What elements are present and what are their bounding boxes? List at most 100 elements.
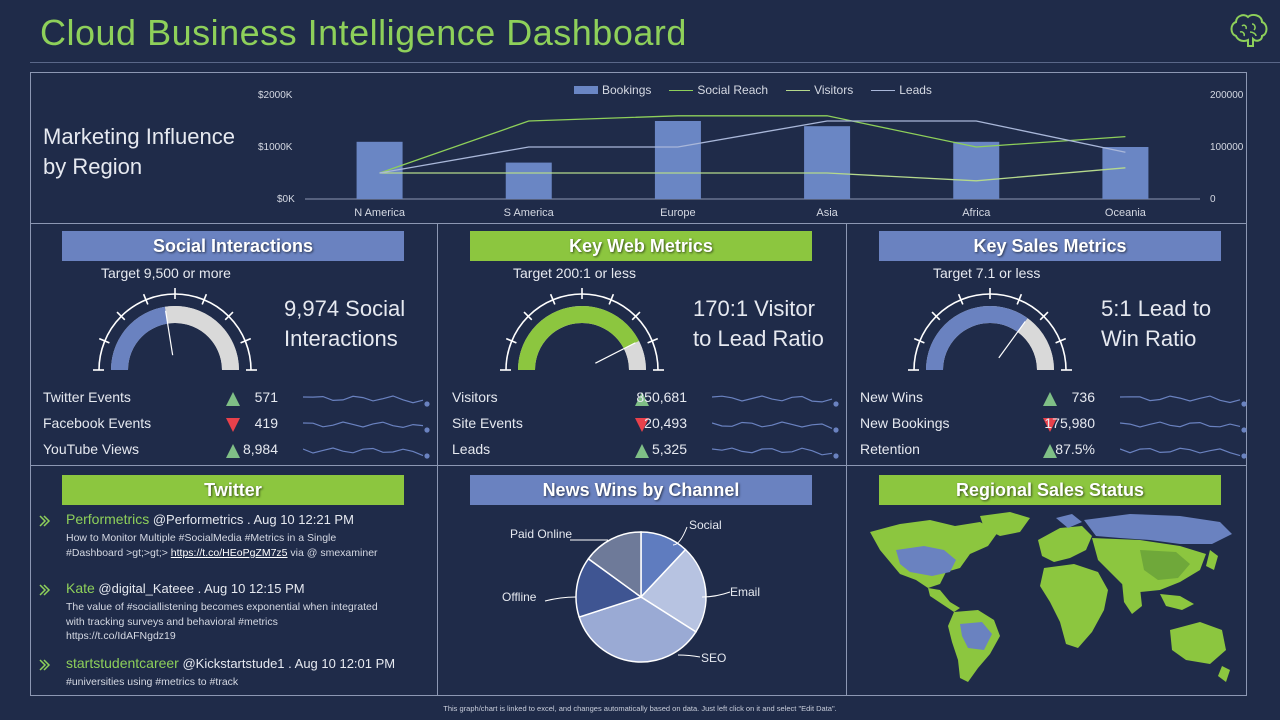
sparkline [712,395,839,407]
web-stat: 170:1 Visitor to Lead Ratio [693,294,824,354]
tweet-line: with tracking surveys and behavioral #me… [66,615,278,628]
triangle-down-icon [226,418,240,432]
pie-leader-line [672,526,688,546]
pie-leader-line [677,654,701,658]
gauge-fill [111,306,168,370]
tweet-meta: @digital_Kateee . Aug 10 12:15 PM [94,581,305,596]
divider-col1 [437,223,438,696]
gauge-tick [631,311,641,321]
gauge-tick [1055,337,1067,344]
metric-label: YouTube Views [43,441,139,457]
x-tick-label: S America [503,207,554,219]
legend-visitors: Visitors [786,83,853,97]
metric-label: Leads [452,441,491,457]
news-header: News Wins by Channel [470,475,812,505]
social-gauge [93,288,257,371]
metric-label: New Bookings [860,415,950,431]
gauge-tick [98,337,110,344]
chevron-right-icon [39,659,51,671]
social-stat-line1: 9,974 Social [284,296,406,321]
gauge-tick [1016,293,1023,305]
marketing-title-line1: Marketing Influence [43,124,235,149]
tweet-meta: @Kickstartstude1 . Aug 10 12:01 PM [178,656,396,671]
pie-slice-paid-online [587,531,642,599]
tweet-author[interactable]: Kate [66,580,95,596]
tweet-body: The value of #sociallistening becomes ex… [66,600,436,644]
tweet-line: How to Monitor Multiple #SocialMedia #Me… [66,532,337,544]
metric-row: YouTube Views 8,984 [43,441,433,461]
x-tick-label: N America [354,207,405,219]
triangle-up-icon [1043,444,1057,458]
triangle-up-icon [1043,392,1057,406]
divider-col2 [846,223,847,696]
gauge-tick [505,337,517,344]
tweet-body: #universities using #metrics to #track [66,675,436,690]
triangle-up-icon [226,444,240,458]
tweet-meta: @Performetrics . Aug 10 12:21 PM [149,512,354,527]
sparkline [303,421,430,433]
gauge-tick [647,337,659,344]
y-tick-right-mid: 100000 [1210,142,1244,153]
gauge-tick [608,293,615,305]
gauge-needle [165,310,174,356]
metric-row: Leads 5,325 [452,441,842,461]
tweet-author[interactable]: startstudentcareer [66,655,179,671]
metric-value: 175,980 [1044,415,1095,431]
pie-label-seo: SEO [701,651,727,665]
pie-leader-line [544,596,577,602]
gauge-needle [998,321,1026,359]
sparkline [1120,421,1247,433]
metric-label: Twitter Events [43,389,131,405]
tweet-author[interactable]: Performetrics [66,511,150,527]
brain-icon [1230,13,1268,47]
sales-stat: 5:1 Lead to Win Ratio [1101,294,1211,354]
sparkline [303,395,430,407]
gauge-remainder [164,306,239,370]
pie-label-email: Email [730,585,761,599]
title-divider [30,62,1280,63]
x-tick-label: Asia [816,207,838,219]
pie-slice-offline [575,557,643,619]
metric-row: New Bookings 175,980 [860,415,1250,435]
pie-slice-email [639,548,707,633]
gauge-tick [240,337,252,344]
tweet-link[interactable]: https://t.co/HEoPgZM7z5 [170,546,288,559]
metric-row: Facebook Events 419 [43,415,433,435]
gauge-tick [957,293,964,305]
marketing-chart-title: Marketing Influence by Region [43,122,263,182]
metric-label: Retention [860,441,920,457]
x-tick-label: Africa [962,207,991,219]
legend-swatch [786,89,811,91]
tweet-text: #Dashboard >gt;>gt;> [66,546,171,559]
legend-swatch [669,89,694,91]
tweet-body: How to Monitor Multiple #SocialMedia #Me… [66,531,436,560]
legend-label: Bookings [602,83,652,97]
legend-label: Visitors [814,83,854,97]
legend-label: Leads [899,83,932,97]
metric-label: Facebook Events [43,415,152,431]
divider-middle [30,465,1247,466]
page-title: Cloud Business Intelligence Dashboard [40,12,687,53]
sales-target: Target 7.1 or less [933,265,1041,281]
legend-bookings: Bookings [574,83,651,97]
gauge-fill [518,306,640,370]
gauge-tick [142,293,149,305]
sparkline [1120,395,1247,407]
metric-value: 850,681 [636,389,687,405]
triangle-down-icon [635,418,649,432]
tweet-header: Kate @digital_Kateee . Aug 10 12:15 PM [66,580,305,596]
tweet-line: #universities using #metrics to #track [66,676,239,688]
gauge-tick [116,311,126,321]
gauge-tick [201,293,208,305]
sales-gauge [908,288,1072,371]
social-header: Social Interactions [62,231,404,261]
pie-label-social: Social [689,518,722,532]
metric-value: 571 [254,389,278,405]
sparkline [712,421,839,433]
sparkline [1120,447,1247,459]
metric-row: Twitter Events 571 [43,389,433,409]
tweet-line: #Dashboard >gt;>gt;> https://t.co/HEoPgZ… [66,546,436,561]
legend-leads: Leads [871,83,932,97]
news-pie-chart [544,526,731,663]
marketing-title-line2: by Region [43,154,143,179]
